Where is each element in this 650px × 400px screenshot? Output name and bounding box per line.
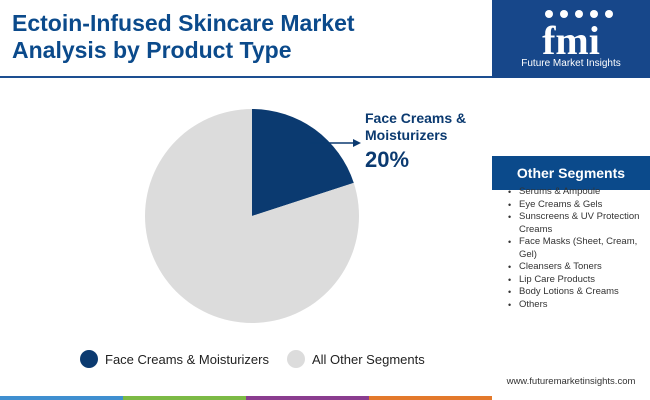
pie-slice-1: [145, 109, 359, 323]
legend-item-other-segments: All Other Segments: [287, 348, 425, 370]
callout-value: 20%: [365, 147, 410, 172]
footer-color-segment: [369, 396, 492, 400]
pie-slices: [145, 109, 359, 323]
segment-item: Lip Care Products: [508, 274, 646, 287]
legend-label: All Other Segments: [312, 351, 425, 367]
brand-name: Future Market Insights: [521, 58, 621, 69]
fmi-logo: fmi: [542, 10, 613, 58]
callout-arrow-head: [353, 139, 361, 147]
logo-text: fmi: [542, 18, 600, 58]
legend-item-face-creams: Face Creams & Moisturizers: [80, 348, 269, 370]
legend-swatch: [80, 350, 98, 368]
website-url: www.futuremarketinsights.com: [506, 376, 636, 387]
slice-callout: Face Creams & Moisturizers 20%: [365, 110, 466, 173]
chart-title-line: Analysis by Product Type: [12, 37, 292, 63]
footer-color-segment: [0, 396, 123, 400]
segment-item: Cleansers & Toners: [508, 261, 646, 274]
callout-label-line: Face Creams &: [365, 110, 467, 126]
segment-item: Eye Creams & Gels: [508, 199, 646, 212]
pie-chart: [145, 109, 361, 323]
segment-item: Serums & Ampoule: [508, 186, 646, 199]
chart-title: Ectoin-Infused Skincare Market Analysis …: [12, 10, 482, 64]
segment-item: Others: [508, 299, 646, 312]
segment-item: Sunscreens & UV Protection Creams: [508, 211, 646, 236]
segment-item: Face Masks (Sheet, Cream, Gel): [508, 236, 646, 261]
other-segments-panel: Other Segments Serums & Ampoule Eye Crea…: [492, 78, 650, 400]
title-divider: [0, 76, 492, 78]
callout-label: Face Creams & Moisturizers: [365, 110, 466, 144]
callout-label-line: Moisturizers: [365, 127, 448, 143]
pie-slice-0: [252, 109, 354, 216]
footer-color-segment: [123, 396, 246, 400]
chart-title-line: Ectoin-Infused Skincare Market: [12, 10, 355, 36]
logo-icons: [545, 10, 613, 18]
legend-swatch: [287, 350, 305, 368]
other-segments-list: Serums & Ampoule Eye Creams & Gels Sunsc…: [508, 186, 646, 311]
legend-label: Face Creams & Moisturizers: [105, 351, 269, 367]
footer-color-segment: [246, 396, 369, 400]
brand-panel: fmi Future Market Insights: [492, 0, 650, 78]
other-segments-heading: Other Segments: [492, 156, 650, 190]
footer-color-bar: [0, 396, 492, 400]
segment-item: Body Lotions & Creams: [508, 286, 646, 299]
